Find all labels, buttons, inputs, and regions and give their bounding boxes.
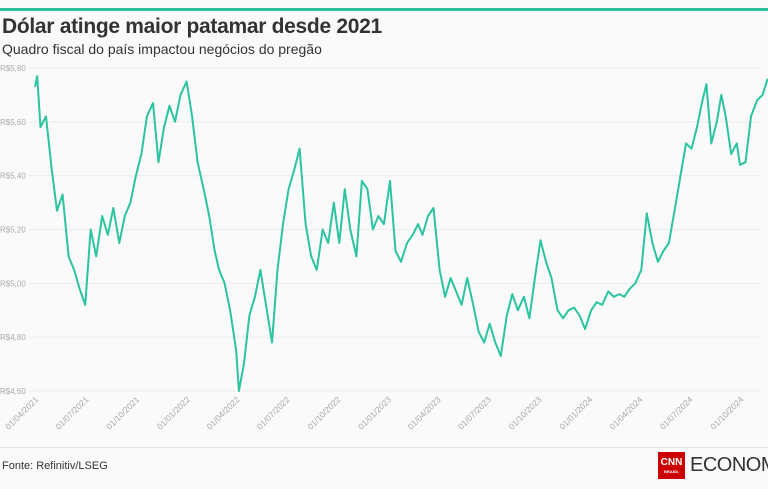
x-tick-label: 01/01/2023 <box>356 394 393 431</box>
y-tick-label: R$5,40 <box>0 172 26 181</box>
line-chart: R$5,80 R$5,60 R$5,40 R$5,20 R$5,00 R$4,80 R$4,… <box>0 64 768 431</box>
y-tick-label: R$4,60 <box>0 387 26 396</box>
x-tick-label: 01/01/2024 <box>557 394 594 431</box>
brand-name: ECONOMIA <box>690 454 768 476</box>
x-tick-label: 01/10/2022 <box>305 394 342 431</box>
x-tick-label: 01/04/2023 <box>406 394 443 431</box>
x-tick-label: 01/10/2024 <box>708 394 745 431</box>
x-tick-label: 01/10/2021 <box>104 394 141 431</box>
logo-sub: BRASIL <box>664 469 679 474</box>
y-tick-label: R$5,60 <box>0 118 26 127</box>
logo-text: CNN <box>660 457 683 468</box>
x-tick-label: 01/01/2022 <box>155 394 192 431</box>
source-note: Fonte: Refinitiv/LSEG <box>2 460 108 472</box>
x-tick-label: 01/07/2021 <box>53 394 90 431</box>
x-tick-label: 01/07/2023 <box>456 394 493 431</box>
x-tick-label: 01/04/2022 <box>204 394 241 431</box>
x-tick-label: 01/10/2023 <box>507 394 544 431</box>
x-tick-label: 01/07/2022 <box>255 394 292 431</box>
x-tick-label: 01/07/2024 <box>658 394 695 431</box>
cnn-logo: CNN BRASIL <box>658 452 685 479</box>
footer-divider <box>0 447 768 448</box>
x-tick-label: 01/04/2021 <box>3 394 40 431</box>
series-line <box>34 75 768 392</box>
y-tick-label: R$4,80 <box>0 333 26 342</box>
y-tick-label: R$5,20 <box>0 226 26 235</box>
x-tick-label: 01/04/2024 <box>607 394 644 431</box>
y-tick-label: R$5,80 <box>0 64 26 73</box>
chart-subtitle: Quadro fiscal do país impactou negócios … <box>2 41 322 57</box>
accent-bar <box>0 8 768 11</box>
chart-title: Dólar atinge maior patamar desde 2021 <box>2 15 382 38</box>
y-tick-label: R$5,00 <box>0 279 26 288</box>
